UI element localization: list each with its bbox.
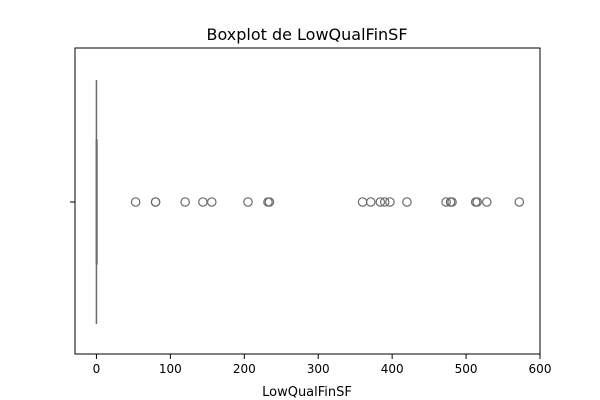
outlier-point <box>243 197 253 207</box>
outlier-point <box>481 197 492 207</box>
x-tick-label: 600 <box>529 362 552 376</box>
outlier-point <box>472 197 482 207</box>
outlier-point <box>206 197 217 207</box>
x-tick-label: 400 <box>381 362 404 376</box>
outlier-point <box>198 197 208 207</box>
outlier-point <box>441 197 451 207</box>
x-tick-label: 200 <box>233 362 256 376</box>
outlier-point <box>447 197 457 207</box>
outlier-point <box>365 197 376 207</box>
chart-title: Boxplot de LowQualFinSF <box>206 25 407 44</box>
outlier-point <box>385 197 395 207</box>
outlier-point <box>514 197 525 207</box>
box-group <box>95 80 98 324</box>
x-tick-label: 0 <box>93 362 101 376</box>
outlier-point <box>150 197 161 207</box>
outlier-point <box>180 197 190 207</box>
x-tick-label: 500 <box>455 362 478 376</box>
outlier-point <box>375 197 386 207</box>
outlier-point <box>264 197 275 207</box>
x-axis-label: LowQualFinSF <box>262 385 352 400</box>
outlier-point <box>357 197 368 207</box>
outlier-point <box>130 197 141 207</box>
x-tick-label: 100 <box>159 362 182 376</box>
outlier-point <box>402 197 412 207</box>
outlier-points <box>130 197 525 207</box>
plot-area-frame <box>74 47 541 355</box>
x-axis-ticks: 0 100 200 300 400 500 600 <box>93 354 552 376</box>
x-tick-label: 300 <box>307 362 330 376</box>
outlier-point <box>379 197 390 207</box>
